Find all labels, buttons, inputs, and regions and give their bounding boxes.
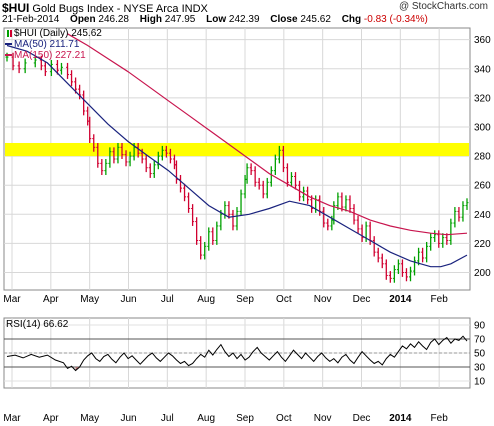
price-y-tick: 340 bbox=[474, 64, 491, 75]
price-y-tick: 300 bbox=[474, 122, 491, 133]
close-label: Close bbox=[270, 14, 298, 25]
rsi-line bbox=[6, 335, 468, 372]
legend-swatch bbox=[7, 30, 9, 37]
price-x-tick: Apr bbox=[43, 294, 59, 305]
price-x-tick: Mar bbox=[3, 294, 21, 305]
price-y-tick: 280 bbox=[474, 152, 491, 163]
rsi-y-tick: 50 bbox=[474, 349, 486, 360]
legend-swatch bbox=[10, 30, 12, 37]
rsi-x-tick: Nov bbox=[314, 413, 332, 424]
title-line: $HUI Gold Bugs Index - NYSE Arca INDX bbox=[2, 1, 208, 15]
rsi-x-tick: Jun bbox=[120, 413, 136, 424]
rsi-x-tick: Aug bbox=[197, 413, 215, 424]
rsi-x-tick: Sep bbox=[236, 413, 254, 424]
price-y-tick: 200 bbox=[474, 268, 491, 279]
rsi-x-tick: May bbox=[80, 413, 99, 424]
legend-item: $HUI (Daily) 245.62 bbox=[14, 28, 102, 39]
price-y-tick: 260 bbox=[474, 181, 491, 192]
price-y-tick: 320 bbox=[474, 93, 491, 104]
quote-date: 21-Feb-2014 bbox=[2, 14, 60, 25]
close-value: 245.62 bbox=[300, 14, 331, 25]
watermark: @ StockCharts.com bbox=[398, 1, 488, 12]
price-x-tick: 2014 bbox=[389, 294, 412, 305]
quote-line: 21-Feb-2014 Open 246.28 High 247.95 Low … bbox=[2, 14, 428, 25]
rsi-x-tick: Mar bbox=[3, 413, 21, 424]
high-value: 247.95 bbox=[164, 14, 196, 25]
open-label: Open bbox=[70, 14, 96, 25]
price-x-tick: May bbox=[80, 294, 99, 305]
price-y-tick: 240 bbox=[474, 210, 491, 221]
ma150-line bbox=[67, 33, 468, 236]
price-y-tick: 220 bbox=[474, 239, 491, 250]
ma50-line bbox=[6, 44, 468, 268]
chg-value: -0.83 (-0.34%) bbox=[363, 14, 428, 25]
price-panel-frame bbox=[3, 27, 471, 291]
rsi-x-tick: Dec bbox=[353, 413, 371, 424]
price-x-tick: Dec bbox=[353, 294, 371, 305]
legend-item: MA(150) 227.21 bbox=[14, 50, 86, 61]
price-y-tick: 360 bbox=[474, 35, 491, 46]
price-x-tick: Nov bbox=[314, 294, 332, 305]
rsi-y-tick: 70 bbox=[474, 335, 486, 346]
rsi-oversold-fill bbox=[75, 367, 80, 371]
price-x-tick: Aug bbox=[197, 294, 215, 305]
rsi-x-tick: Oct bbox=[276, 413, 292, 424]
low-value: 242.39 bbox=[228, 14, 260, 25]
high-label: High bbox=[139, 14, 162, 25]
low-label: Low bbox=[206, 14, 227, 25]
rsi-x-tick: 2014 bbox=[389, 413, 412, 424]
index-name: Gold Bugs Index - NYSE Arca INDX bbox=[32, 3, 208, 15]
rsi-y-tick: 90 bbox=[474, 321, 486, 332]
price-x-tick: Feb bbox=[431, 294, 449, 305]
price-x-tick: Jul bbox=[161, 294, 174, 305]
open-value: 246.28 bbox=[98, 14, 129, 25]
chg-label: Chg bbox=[341, 14, 362, 25]
rsi-legend: RSI(14) 66.62 bbox=[6, 319, 69, 330]
price-x-tick: Oct bbox=[276, 294, 292, 305]
price-x-tick: Jun bbox=[120, 294, 136, 305]
legend-item: MA(50) 211.71 bbox=[14, 39, 80, 50]
rsi-y-tick: 10 bbox=[474, 377, 486, 388]
price-x-tick: Sep bbox=[236, 294, 254, 305]
rsi-x-tick: Jul bbox=[161, 413, 174, 424]
rsi-x-tick: Feb bbox=[431, 413, 449, 424]
rsi-y-tick: 30 bbox=[474, 363, 486, 374]
symbol: $HUI bbox=[2, 1, 30, 15]
rsi-x-tick: Apr bbox=[43, 413, 59, 424]
